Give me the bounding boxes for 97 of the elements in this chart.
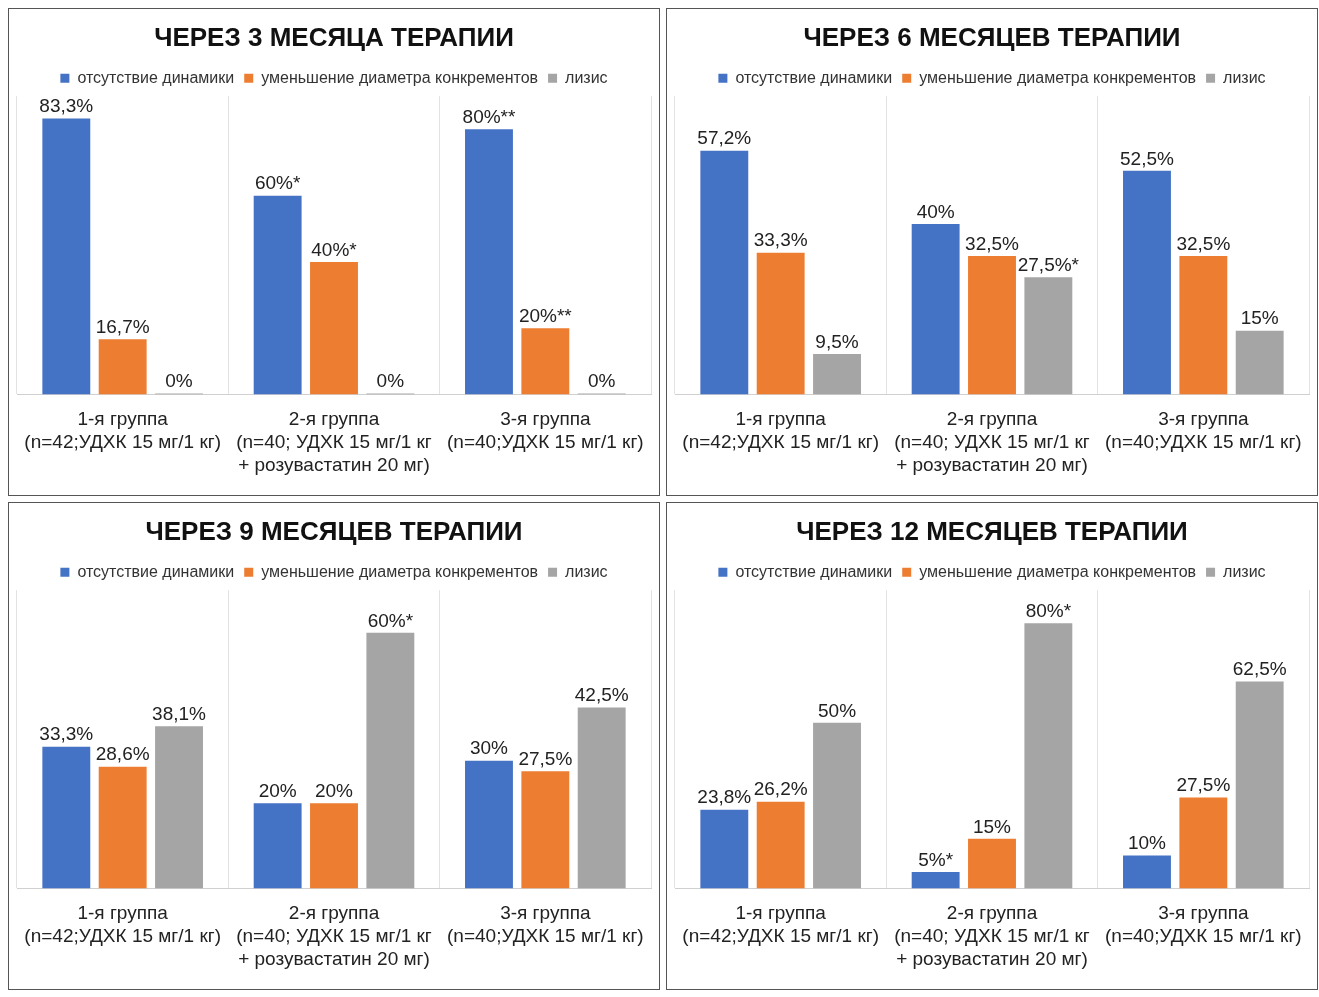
data-label: 15% <box>1240 307 1279 329</box>
data-label: 33,3% <box>39 723 94 745</box>
bar <box>756 252 805 395</box>
bar <box>465 760 513 889</box>
data-label: 9,5% <box>815 330 859 352</box>
x-tick-label: 1-я группа (n=42;УДХК 15 мг/1 кг) <box>682 408 879 453</box>
bar <box>1179 256 1228 395</box>
bar <box>968 838 1016 889</box>
data-label: 20%** <box>518 305 573 327</box>
x-tick-label: 2-я группа (n=40; УДХК 15 мг/1 кг + розувастатин 20 мг) <box>236 408 432 475</box>
data-label: 27,5% <box>518 748 573 770</box>
bar <box>42 118 91 395</box>
data-label: 60%* <box>254 172 301 194</box>
x-tick-label: 1-я группа (n=42;УДХК 15 мг/1 кг) <box>682 902 879 947</box>
data-label: 40% <box>916 200 955 222</box>
bar <box>465 129 513 395</box>
data-label: 60%* <box>367 609 414 631</box>
data-label: 33,3% <box>753 229 808 251</box>
data-label: 32,5% <box>965 232 1020 254</box>
bar <box>253 195 302 395</box>
bar <box>1123 855 1171 889</box>
data-label: 32,5% <box>1176 232 1231 254</box>
bar <box>700 809 749 889</box>
data-label: 57,2% <box>697 127 752 149</box>
x-tick-label: 3-я группа (n=40;УДХК 15 мг/1 кг) <box>1105 902 1302 947</box>
data-label: 42,5% <box>574 684 629 706</box>
bar <box>1235 330 1284 395</box>
legend-label: отсутствие динамики <box>735 562 893 580</box>
bar <box>310 803 358 889</box>
x-tick-label: 1-я группа (n=42;УДХК 15 мг/1 кг) <box>24 902 221 947</box>
bar <box>1024 277 1073 395</box>
legend-label: отсутствие динамики <box>735 68 893 86</box>
x-tick-label: 2-я группа (n=40; УДХК 15 мг/1 кг + розувастатин 20 мг) <box>894 902 1090 969</box>
x-tick-label: 1-я группа (n=42;УДХК 15 мг/1 кг) <box>24 408 221 453</box>
legend-label: уменьшение диаметра конкрементов <box>919 562 1197 580</box>
bar <box>253 803 302 889</box>
legend-label: уменьшение диаметра конкрементов <box>919 68 1197 86</box>
bar <box>310 261 358 395</box>
data-label: 15% <box>972 815 1012 837</box>
x-tick-label: 2-я группа (n=40; УДХК 15 мг/1 кг + розувастатин 20 мг) <box>236 902 432 969</box>
data-label: 52,5% <box>1120 147 1175 169</box>
data-label: 23,8% <box>697 786 752 808</box>
data-label: 10% <box>1127 832 1167 854</box>
bar <box>521 771 570 889</box>
bar <box>813 354 861 395</box>
bar <box>98 766 147 889</box>
data-label: 0% <box>587 370 616 392</box>
bar <box>756 801 805 889</box>
bar <box>968 256 1016 395</box>
chart-title: ЧЕРЕЗ 12 МЕСЯЦЕВ ТЕРАПИИ <box>796 515 1188 546</box>
bar <box>42 746 91 889</box>
bar <box>98 339 147 395</box>
legend-label: уменьшение диаметра конкрементов <box>261 562 539 580</box>
legend-label: отсутствие динамики <box>77 68 235 86</box>
data-label: 0% <box>165 370 193 392</box>
data-label: 27,5% <box>1176 774 1231 796</box>
data-label: 83,3% <box>39 95 94 117</box>
x-tick-label: 2-я группа (n=40; УДХК 15 мг/1 кг + розувастатин 20 мг) <box>894 408 1090 475</box>
data-label: 28,6% <box>95 743 150 765</box>
bar <box>813 722 861 889</box>
data-label: 50% <box>818 699 857 721</box>
legend-label: отсутствие динамики <box>77 562 235 580</box>
data-label: 40%* <box>311 238 358 260</box>
chart-title: ЧЕРЕЗ 9 МЕСЯЦЕВ ТЕРАПИИ <box>145 515 523 546</box>
bar <box>1024 623 1073 889</box>
legend-label: лизис <box>565 68 608 86</box>
data-label: 5%* <box>918 848 954 870</box>
chart-title: ЧЕРЕЗ 3 МЕСЯЦА ТЕРАПИИ <box>154 21 514 52</box>
data-label: 20% <box>314 780 354 802</box>
data-label: 16,7% <box>95 315 150 337</box>
data-label: 26,2% <box>753 778 808 800</box>
data-label: 80%* <box>1025 600 1072 622</box>
chart-title: ЧЕРЕЗ 6 МЕСЯЦЕВ ТЕРАПИИ <box>803 21 1181 52</box>
bar <box>366 632 415 889</box>
legend-label: лизис <box>1223 68 1266 86</box>
bar <box>700 150 749 395</box>
bar <box>155 726 203 889</box>
legend-label: уменьшение диаметра конкрементов <box>261 68 539 86</box>
data-label: 0% <box>376 370 405 392</box>
legend-label: лизис <box>565 562 608 580</box>
bar <box>911 872 960 889</box>
bar <box>1123 170 1171 395</box>
bar <box>521 328 570 395</box>
x-tick-label: 3-я группа (n=40;УДХК 15 мг/1 кг) <box>447 902 644 947</box>
x-tick-label: 3-я группа (n=40;УДХК 15 мг/1 кг) <box>1105 408 1302 453</box>
bar <box>1179 797 1228 889</box>
x-tick-label: 3-я группа (n=40;УДХК 15 мг/1 кг) <box>447 408 644 453</box>
bar <box>577 707 626 889</box>
data-label: 62,5% <box>1232 658 1287 680</box>
bar <box>911 224 960 395</box>
bar <box>1235 681 1284 889</box>
data-label: 27,5%* <box>1017 254 1080 276</box>
data-label: 30% <box>469 737 509 759</box>
data-label: 38,1% <box>152 702 207 724</box>
legend-label: лизис <box>1223 562 1266 580</box>
data-label: 20% <box>258 780 297 802</box>
data-label: 80%** <box>462 106 516 128</box>
